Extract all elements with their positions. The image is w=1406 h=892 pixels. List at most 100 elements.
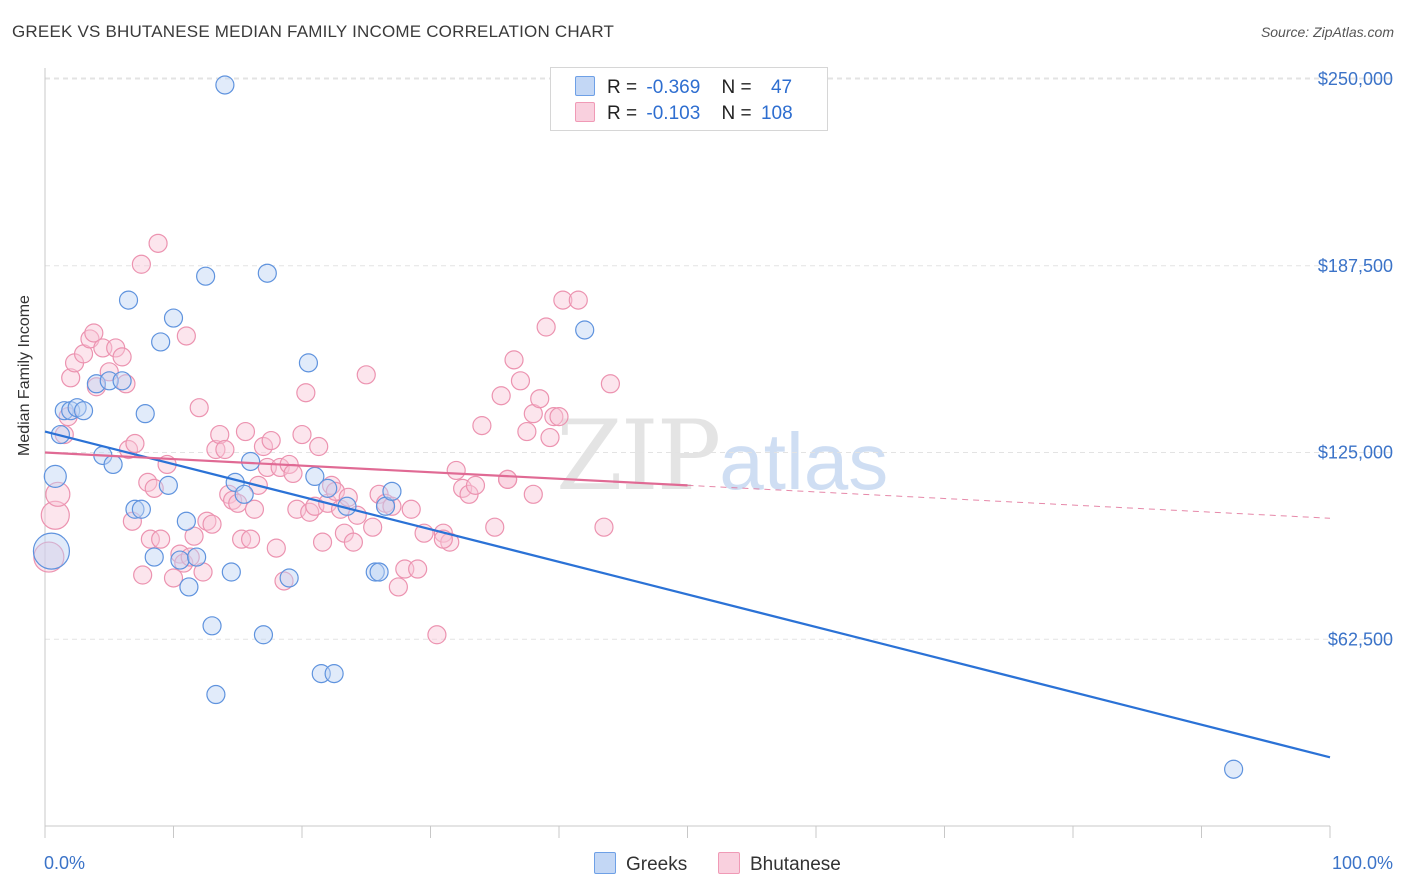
greek-point	[221, 562, 241, 582]
bhutanese-point	[45, 481, 71, 507]
greek-point	[1224, 759, 1244, 779]
bhutanese-point	[292, 424, 312, 445]
greek-point	[163, 308, 184, 328]
greek-point	[234, 484, 254, 504]
greek-point	[187, 547, 207, 567]
greek-point	[151, 332, 171, 352]
bhutanese-point	[125, 433, 145, 454]
legend-r-label-greeks: R =	[607, 77, 638, 98]
bhutanese-point	[491, 386, 511, 406]
greek-point	[176, 511, 196, 531]
grid-lines	[45, 77, 1395, 640]
bhutanese-point	[144, 478, 164, 498]
bhutanese-point	[540, 427, 560, 448]
greek-point	[158, 475, 178, 495]
bhutanese-point	[210, 424, 230, 445]
series-legend-greeks: Greeks	[594, 852, 687, 876]
greek-points	[32, 75, 1244, 779]
bhutanese-point	[241, 529, 261, 549]
legend-row-greeks: R = -0.369 N = 47	[575, 76, 792, 100]
greek-point	[131, 499, 151, 519]
bhutanese-trend-extension	[687, 484, 1331, 519]
correlation-legend: R = -0.369 N = 47 R = -0.103 N = 108	[550, 67, 828, 131]
greek-point	[369, 562, 389, 582]
x-tick-label-1: 100.0%	[1332, 853, 1393, 873]
bhutanese-points	[33, 233, 621, 645]
bhutanese-point	[296, 383, 316, 403]
greek-point	[43, 464, 67, 489]
y-tick-labels: $62,500 $125,000 $187,500 $250,000	[1318, 69, 1393, 649]
bhutanese-point	[553, 290, 573, 310]
legend-greeks-r: -0.369	[646, 77, 701, 98]
bhutanese-point	[523, 484, 543, 504]
series-label-greeks: Greeks	[626, 854, 688, 875]
greek-point	[103, 454, 123, 475]
greek-point	[118, 290, 139, 310]
bhutanese-point	[283, 463, 303, 484]
bhutanese-point	[40, 500, 70, 530]
bhutanese-point	[549, 407, 569, 427]
bhutanese-point	[197, 511, 217, 531]
greek-point	[179, 577, 199, 597]
bhutanese-point	[594, 517, 614, 537]
bhutanese-point	[427, 625, 447, 645]
greek-point	[73, 401, 94, 421]
bhutanese-point	[300, 502, 320, 522]
legend-bhutanese-n: 108	[760, 103, 793, 124]
legend-n-label-bhutanese: N =	[721, 103, 752, 124]
greek-point	[206, 684, 226, 705]
greek-point	[196, 266, 216, 286]
trend-lines	[44, 430, 1331, 759]
bhutanese-point	[536, 317, 556, 337]
greeks-trend-line	[44, 430, 1331, 759]
bhutanese-point	[163, 568, 184, 588]
bhutanese-point	[356, 365, 376, 385]
bhutanese-point	[309, 436, 329, 457]
legend-swatch-greeks	[575, 76, 595, 96]
bhutanese-point	[148, 233, 168, 253]
series-swatch-bhutanese	[718, 852, 740, 874]
bhutanese-point	[274, 571, 294, 591]
greek-point	[170, 550, 190, 570]
greek-point	[135, 404, 155, 424]
bhutanese-point	[266, 538, 286, 558]
bhutanese-point	[84, 323, 104, 343]
bhutanese-point	[140, 529, 160, 549]
bhutanese-point	[189, 398, 209, 418]
greek-point	[318, 478, 338, 498]
bhutanese-point	[530, 389, 550, 409]
greek-point	[32, 532, 71, 570]
legend-greeks-n: 47	[770, 77, 793, 98]
bhutanese-point	[184, 526, 204, 546]
bhutanese-trend-line	[44, 451, 688, 487]
legend-r-label-bhutanese: R =	[607, 103, 638, 124]
bhutanese-point	[151, 529, 171, 549]
greek-point	[112, 371, 132, 391]
x-tick-labels: 0.0% 100.0%	[44, 853, 1393, 873]
y-tick-label-0: $62,500	[1328, 629, 1393, 649]
bhutanese-point	[498, 469, 518, 489]
legend-n-label-greeks: N =	[721, 77, 752, 98]
bhutanese-point	[388, 577, 408, 597]
watermark-atlas: atlas	[719, 417, 889, 506]
greek-point	[125, 499, 145, 519]
watermark-zip: ZIP	[556, 400, 721, 512]
bhutanese-point	[600, 374, 621, 394]
y-tick-label-2: $187,500	[1318, 256, 1393, 276]
bhutanese-point	[510, 371, 531, 391]
greek-point	[298, 353, 319, 373]
series-label-bhutanese: Bhutanese	[750, 854, 841, 875]
bhutanese-point	[343, 532, 363, 552]
series-swatch-greeks	[594, 852, 616, 874]
series-legend-bhutanese: Bhutanese	[718, 852, 841, 876]
bhutanese-point	[544, 407, 564, 427]
bhutanese-point	[131, 254, 151, 274]
bhutanese-point	[202, 514, 222, 534]
y-tick-label-1: $125,000	[1318, 443, 1393, 463]
greek-point	[324, 664, 344, 684]
greek-point	[382, 481, 402, 501]
bhutanese-point	[382, 496, 402, 516]
bhutanese-point	[401, 499, 421, 519]
bhutanese-point	[312, 532, 333, 552]
greek-point	[215, 75, 235, 95]
